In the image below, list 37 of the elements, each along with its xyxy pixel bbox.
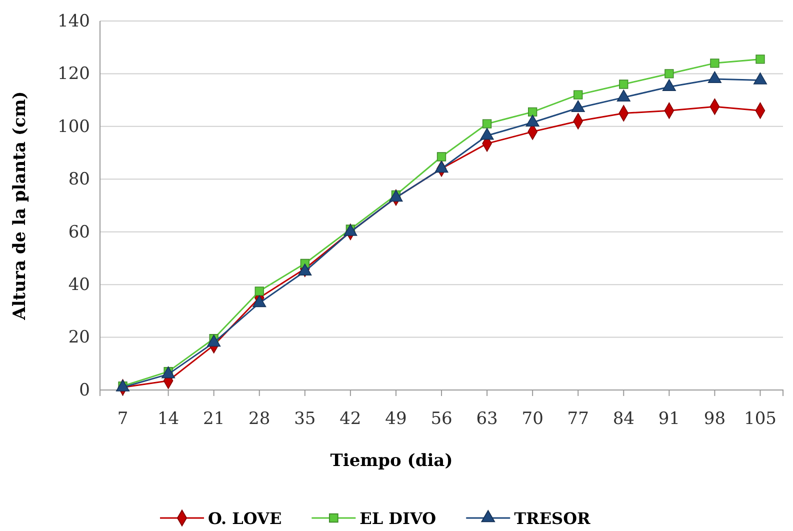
y-axis-title: Altura de la planta (cm)	[10, 91, 30, 321]
x-tick-label: 77	[567, 409, 589, 430]
legend-label: TRESOR	[514, 509, 591, 528]
y-tick-label: 120	[58, 64, 90, 84]
x-tick-label: 98	[704, 409, 726, 430]
x-axis-title: Tiempo (dia)	[330, 451, 453, 471]
point	[756, 54, 765, 64]
point	[528, 107, 538, 117]
x-tick-label: 49	[385, 409, 407, 430]
x-tick-label: 35	[294, 409, 316, 430]
point	[482, 119, 492, 128]
x-tick-label: 21	[203, 409, 225, 430]
y-tick-label: 100	[58, 116, 90, 137]
point	[664, 69, 674, 78]
x-tick-label: 28	[248, 409, 270, 430]
y-tick-label: 40	[68, 275, 90, 296]
legend-label: EL DIVO	[360, 509, 436, 528]
point	[710, 58, 720, 68]
point	[574, 90, 583, 100]
point	[619, 80, 628, 89]
y-tick-label: 60	[68, 222, 90, 242]
x-tick-label: 63	[476, 409, 498, 430]
point	[254, 286, 264, 296]
x-tick-label: 42	[340, 409, 362, 430]
y-tick-label: 0	[79, 380, 90, 400]
y-tick-label: 80	[68, 170, 90, 190]
y-tick-label: 20	[68, 328, 90, 348]
x-tick-label: 105	[744, 409, 776, 430]
x-tick-label: 56	[430, 409, 452, 430]
y-tick-label: 140	[58, 11, 90, 32]
x-tick-label: 14	[157, 409, 180, 430]
x-tick-label: 91	[658, 409, 680, 430]
point	[436, 152, 446, 162]
x-tick-label: 84	[612, 409, 634, 430]
x-tick-label: 70	[522, 409, 544, 430]
legend-label: O. LOVE	[208, 509, 282, 528]
x-tick-label: 7	[117, 409, 128, 430]
